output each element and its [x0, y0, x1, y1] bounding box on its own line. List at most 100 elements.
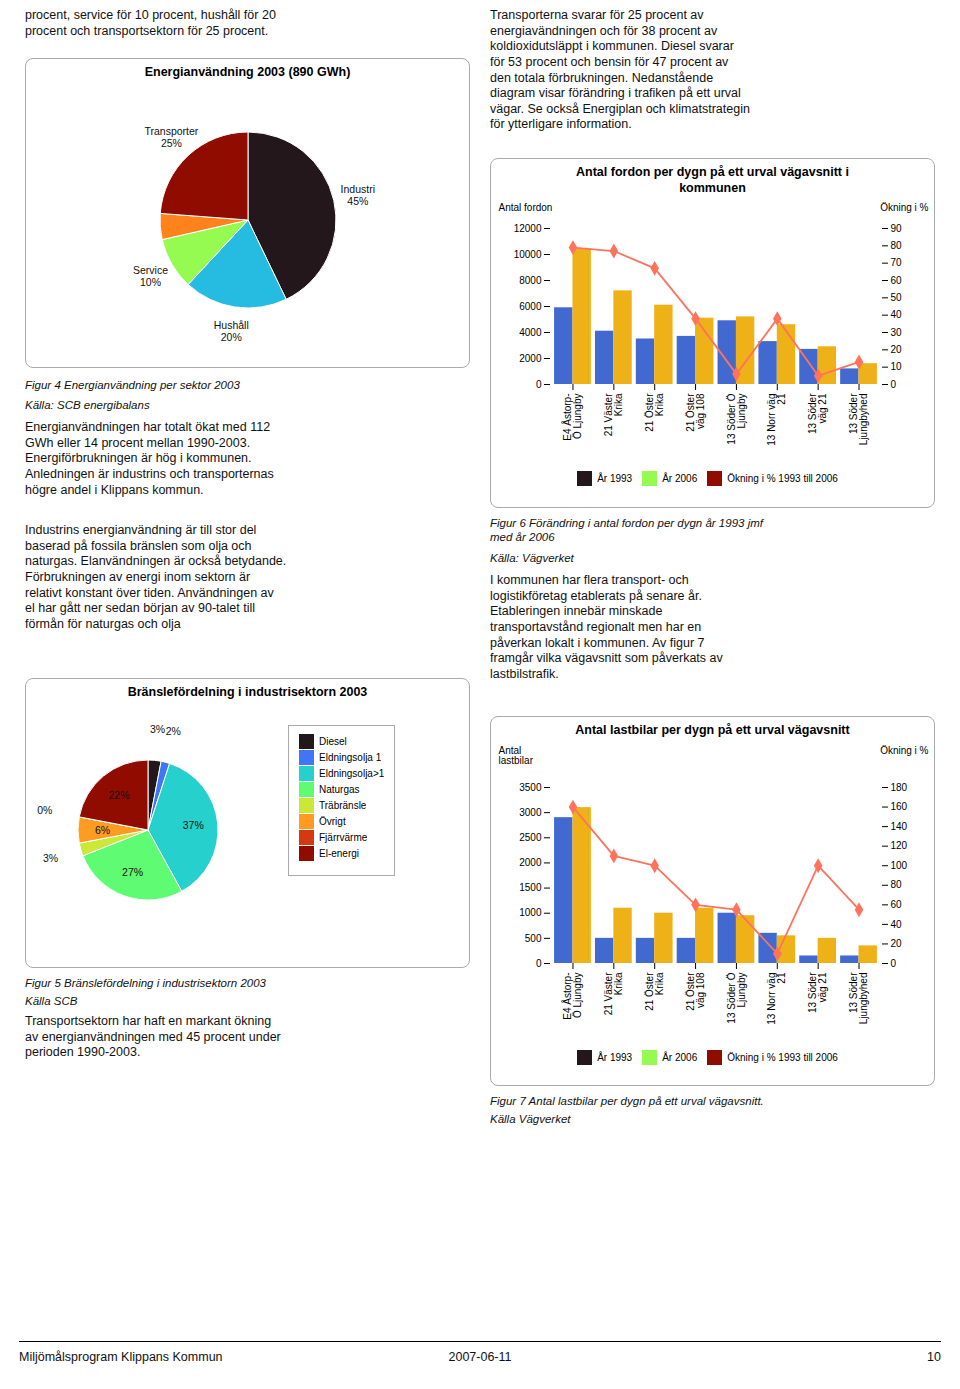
svg-text:13 SöderLjungbyhed: 13 SöderLjungbyhed [848, 393, 869, 445]
svg-text:6000: 6000 [519, 301, 542, 312]
html-text:År 2006: År 2006 [662, 473, 698, 485]
svg-text:20: 20 [890, 938, 902, 949]
svg-text:21 Österväg 108: 21 Österväg 108 [684, 393, 705, 432]
svg-text:2000: 2000 [519, 353, 542, 364]
svg-text:Transporter25%: Transporter25% [144, 125, 198, 149]
svg-text:3500: 3500 [519, 781, 542, 792]
svg-text:180: 180 [890, 781, 907, 792]
svg-text:21 ÖsterKrika: 21 ÖsterKrika [643, 393, 664, 432]
svg-text:80: 80 [890, 240, 902, 251]
svg-text:13 Norr väg21: 13 Norr väg21 [766, 972, 787, 1025]
svg-text:140: 140 [890, 820, 907, 831]
svg-text:500: 500 [524, 932, 541, 943]
svg-text:6%: 6% [95, 823, 110, 835]
svg-text:60: 60 [890, 275, 902, 286]
svg-text:Service10%: Service10% [132, 264, 167, 288]
svg-text:100: 100 [890, 860, 907, 871]
html-text:Källa SCB: Källa SCB [25, 995, 78, 1007]
svg-text:3%: 3% [43, 852, 58, 864]
svg-text:21 Österväg 108: 21 Österväg 108 [684, 971, 705, 1010]
svg-text:2500: 2500 [519, 832, 542, 843]
html-text:År 1993: År 1993 [597, 473, 633, 485]
svg-text:60: 60 [890, 899, 902, 910]
html-text:Ökning i % 1993 till 2006: Ökning i % 1993 till 2006 [727, 1051, 838, 1063]
svg-text:0%: 0% [37, 804, 52, 816]
svg-text:90: 90 [890, 223, 902, 234]
html-text:procent, service för 10 procen: procent, service för 10 procent, hushåll… [25, 8, 276, 38]
html-text:Figur 6 Förändring i antal for: Figur 6 Förändring i antal fordon per dy… [490, 517, 763, 544]
svg-text:37%: 37% [183, 819, 204, 831]
html-text:Källa: SCB energibalans: Källa: SCB energibalans [25, 399, 150, 411]
html-text:Eldningsolja>1: Eldningsolja>1 [319, 767, 385, 779]
html-text:Figur 5 Bränslefördelning i in: Figur 5 Bränslefördelning i industrisekt… [25, 977, 266, 989]
svg-text:70: 70 [890, 258, 902, 269]
svg-text:0: 0 [535, 379, 541, 390]
html-text:I kommunen har flera transport: I kommunen har flera transport- och logi… [490, 573, 723, 681]
html-text:2007-06-11: 2007-06-11 [448, 1350, 512, 1364]
svg-text:0: 0 [535, 957, 541, 968]
html-text:År 1993: År 1993 [597, 1051, 633, 1063]
svg-text:13 Söderväg 21: 13 Söderväg 21 [807, 971, 828, 1012]
svg-text:1500: 1500 [519, 882, 542, 893]
html-text:År 2006: År 2006 [662, 1051, 698, 1063]
svg-text:4000: 4000 [519, 327, 542, 338]
svg-text:Ökning i %: Ökning i % [880, 202, 928, 213]
svg-text:40: 40 [890, 310, 902, 321]
svg-text:8000: 8000 [519, 275, 542, 286]
html-text:Övrigt: Övrigt [319, 815, 346, 827]
svg-text:20: 20 [890, 344, 902, 355]
svg-text:0: 0 [890, 957, 896, 968]
svg-text:120: 120 [890, 840, 907, 851]
svg-text:22%: 22% [108, 788, 129, 800]
html-text:Eldningsolja 1: Eldningsolja 1 [319, 751, 382, 763]
svg-text:30: 30 [890, 327, 902, 338]
svg-text:21 VästerKrika: 21 VästerKrika [603, 971, 624, 1014]
svg-text:E4 Åstorp-Ö Ljungby: E4 Åstorp-Ö Ljungby [561, 972, 583, 1019]
html-text:Bränslefördelning i industrise: Bränslefördelning i industrisektorn 2003 [127, 685, 368, 699]
svg-text:160: 160 [890, 801, 907, 812]
svg-text:0: 0 [890, 379, 896, 390]
svg-text:13 Norr väg21: 13 Norr väg21 [766, 393, 787, 446]
html-text:Figur 4 Energianvändning per s: Figur 4 Energianvändning per sektor 2003 [25, 379, 240, 391]
svg-text:13 Söder ÖLjungby: 13 Söder ÖLjungby [725, 972, 746, 1023]
svg-text:Antallastbilar: Antallastbilar [498, 744, 533, 765]
html-text:Ökning i % 1993 till 2006: Ökning i % 1993 till 2006 [727, 473, 838, 485]
svg-text:10000: 10000 [513, 249, 541, 260]
svg-text:80: 80 [890, 879, 902, 890]
svg-text:2%: 2% [166, 725, 181, 737]
html-text:Naturgas: Naturgas [319, 783, 360, 795]
html-text:Fjärrvärme: Fjärrvärme [319, 831, 368, 843]
html-text:Industrins energianvändning är: Industrins energianvändning är till stor… [25, 523, 287, 631]
html-text:10: 10 [927, 1350, 941, 1364]
html-text:Transporterna svarar för 25 pr: Transporterna svarar för 25 procent av e… [490, 8, 750, 132]
html-text:Träbränsle: Träbränsle [319, 799, 367, 811]
svg-text:21 VästerKrika: 21 VästerKrika [603, 393, 624, 436]
html-text:Antal lastbilar per dygn på et: Antal lastbilar per dygn på ett urval vä… [575, 723, 850, 737]
svg-text:3000: 3000 [519, 806, 542, 817]
svg-text:13 Söderväg 21: 13 Söderväg 21 [807, 393, 828, 434]
svg-text:E4 Åstorp-Ö Ljungby: E4 Åstorp-Ö Ljungby [561, 394, 583, 441]
svg-text:13 SöderLjungbyhed: 13 SöderLjungbyhed [848, 971, 869, 1023]
svg-text:40: 40 [890, 918, 902, 929]
svg-text:Antal fordon: Antal fordon [498, 202, 552, 213]
html-text:Antal fordon per dygn på ett u: Antal fordon per dygn på ett urval vägav… [576, 165, 849, 195]
svg-text:Hushåll20%: Hushåll20% [213, 319, 248, 343]
svg-text:12000: 12000 [513, 223, 541, 234]
svg-text:27%: 27% [122, 866, 143, 878]
html-text:Miljömålsprogram Klippans Komm: Miljömålsprogram Klippans Kommun [19, 1350, 223, 1364]
svg-text:2000: 2000 [519, 857, 542, 868]
svg-text:Ökning i %: Ökning i % [880, 744, 928, 755]
svg-text:21 ÖsterKrika: 21 ÖsterKrika [643, 971, 664, 1010]
html-text:El-energi: El-energi [319, 847, 359, 859]
html-text:Källa: Vägverket: Källa: Vägverket [490, 552, 574, 564]
svg-text:10: 10 [890, 362, 902, 373]
html-text:Transportsektorn har haft en m: Transportsektorn har haft en markant ökn… [25, 1014, 281, 1060]
svg-text:1000: 1000 [519, 907, 542, 918]
html-text:Energianvändning 2003 (890 GWh: Energianvändning 2003 (890 GWh) [144, 65, 351, 79]
html-text:Energianvändningen har totalt: Energianvändningen har totalt ökat med 1… [25, 420, 274, 497]
svg-text:Industri45%: Industri45% [340, 182, 374, 206]
svg-text:3%: 3% [150, 722, 165, 734]
svg-text:13 Söder ÖLjungby: 13 Söder ÖLjungby [725, 394, 746, 445]
svg-text:50: 50 [890, 292, 902, 303]
html-text:Diesel: Diesel [319, 735, 347, 747]
